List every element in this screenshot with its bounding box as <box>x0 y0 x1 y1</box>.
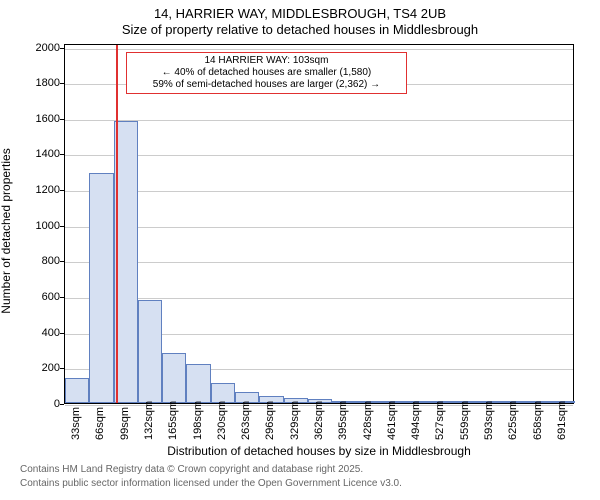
x-tick-label: 230sqm <box>216 428 228 440</box>
histogram-bar <box>89 173 113 403</box>
y-tick-mark <box>60 48 64 49</box>
annotation-box: 14 HARRIER WAY: 103sqm← 40% of detached … <box>126 52 407 94</box>
x-tick-label: 165sqm <box>167 428 179 440</box>
x-tick-label: 296sqm <box>264 428 276 440</box>
y-tick-label: 200 <box>10 362 60 374</box>
footer-line1: Contains HM Land Registry data © Crown c… <box>20 464 363 475</box>
y-tick-label: 1800 <box>10 77 60 89</box>
x-tick-label: 527sqm <box>434 428 446 440</box>
y-tick-mark <box>60 368 64 369</box>
y-tick-label: 0 <box>10 398 60 410</box>
y-tick-mark <box>60 297 64 298</box>
x-axis-title: Distribution of detached houses by size … <box>64 444 574 458</box>
x-tick-label: 593sqm <box>483 428 495 440</box>
x-tick-label: 66sqm <box>94 428 106 440</box>
annotation-line: ← 40% of detached houses are smaller (1,… <box>131 67 402 79</box>
y-tick-label: 1400 <box>10 148 60 160</box>
annotation-line: 14 HARRIER WAY: 103sqm <box>131 55 402 67</box>
x-tick-label: 132sqm <box>143 428 155 440</box>
y-tick-mark <box>60 154 64 155</box>
histogram-bar <box>186 364 210 403</box>
x-tick-label: 625sqm <box>507 428 519 440</box>
y-tick-mark <box>60 261 64 262</box>
x-tick-label: 691sqm <box>556 428 568 440</box>
chart-title-line1: 14, HARRIER WAY, MIDDLESBROUGH, TS4 2UB <box>0 6 600 21</box>
x-tick-label: 33sqm <box>70 428 82 440</box>
x-tick-label: 428sqm <box>362 428 374 440</box>
y-tick-mark <box>60 190 64 191</box>
bars-layer <box>65 45 573 403</box>
x-tick-label: 329sqm <box>289 428 301 440</box>
reference-line <box>116 45 118 403</box>
y-tick-label: 2000 <box>10 42 60 54</box>
x-tick-label: 362sqm <box>313 428 325 440</box>
footer-line2: Contains public sector information licen… <box>20 478 402 489</box>
y-tick-label: 1000 <box>10 220 60 232</box>
x-tick-label: 198sqm <box>192 428 204 440</box>
chart-title-line2: Size of property relative to detached ho… <box>0 22 600 37</box>
y-tick-mark <box>60 404 64 405</box>
y-tick-label: 1600 <box>10 113 60 125</box>
x-tick-label: 658sqm <box>532 428 544 440</box>
x-tick-label: 494sqm <box>410 428 422 440</box>
x-tick-label: 263sqm <box>240 428 252 440</box>
y-tick-mark <box>60 119 64 120</box>
x-tick-label: 559sqm <box>459 428 471 440</box>
y-tick-mark <box>60 333 64 334</box>
annotation-line: 59% of semi-detached houses are larger (… <box>131 79 402 91</box>
y-tick-mark <box>60 226 64 227</box>
histogram-bar <box>65 378 89 403</box>
chart-container: 14, HARRIER WAY, MIDDLESBROUGH, TS4 2UB … <box>0 0 600 500</box>
plot-area: 14 HARRIER WAY: 103sqm← 40% of detached … <box>64 44 574 404</box>
x-tick-label: 395sqm <box>337 428 349 440</box>
y-tick-label: 1200 <box>10 184 60 196</box>
x-tick-label: 99sqm <box>119 428 131 440</box>
y-tick-label: 400 <box>10 327 60 339</box>
y-tick-label: 600 <box>10 291 60 303</box>
y-tick-label: 800 <box>10 255 60 267</box>
histogram-bar <box>162 353 186 403</box>
x-tick-label: 461sqm <box>386 428 398 440</box>
y-tick-mark <box>60 83 64 84</box>
histogram-bar <box>138 300 162 403</box>
